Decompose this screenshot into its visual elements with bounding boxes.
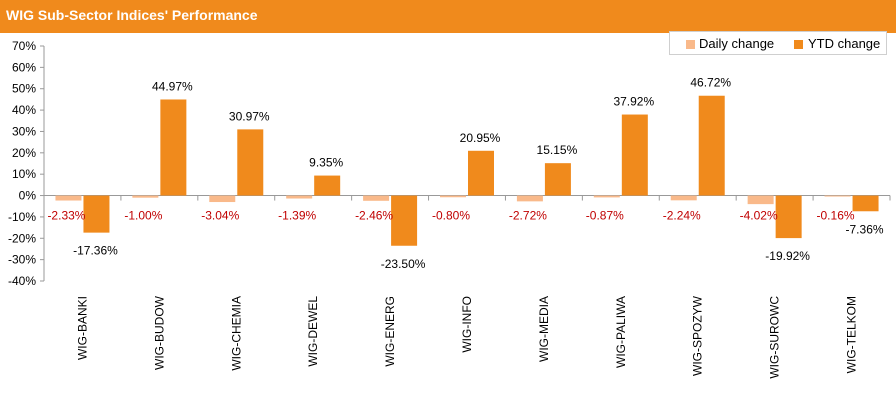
ytd-change-bar xyxy=(391,195,418,246)
ytd-change-label: 20.95% xyxy=(460,131,501,145)
y-tick-label: -40% xyxy=(8,274,36,288)
x-category-label: WIG-TELKOM xyxy=(845,296,859,373)
daily-change-label: -2.46% xyxy=(355,209,393,223)
ytd-change-bar xyxy=(468,150,494,196)
ytd-change-label: 30.97% xyxy=(229,109,270,123)
ytd-change-bar xyxy=(160,99,187,196)
ytd-change-bar xyxy=(852,195,879,212)
daily-change-label: -2.24% xyxy=(663,209,701,223)
legend: Daily change YTD change xyxy=(669,31,887,55)
ytd-change-label: 15.15% xyxy=(537,143,578,157)
chart-title: WIG Sub-Sector Indices' Performance xyxy=(6,7,258,23)
y-tick-label: -20% xyxy=(8,231,36,245)
daily-change-bar xyxy=(824,195,851,197)
daily-change-label: -3.04% xyxy=(201,209,239,223)
daily-change-bar xyxy=(363,195,390,201)
ytd-change-label: -23.50% xyxy=(381,257,426,271)
legend-swatch-ytd xyxy=(794,40,803,49)
ytd-change-label: -17.36% xyxy=(73,244,118,258)
x-category-label: WIG-INFO xyxy=(460,296,474,353)
legend-label-daily: Daily change xyxy=(699,36,775,51)
x-category-label: WIG-PALIWA xyxy=(614,296,628,368)
daily-change-label: -1.00% xyxy=(124,209,162,223)
legend-swatch-daily xyxy=(686,40,695,49)
ytd-change-bar xyxy=(544,163,571,196)
x-category-label: WIG-BANKI xyxy=(75,296,89,360)
ytd-change-bar xyxy=(698,95,725,196)
x-category-label: WIG-SUROWC xyxy=(768,296,782,379)
y-tick-label: -30% xyxy=(8,253,36,267)
ytd-change-bar xyxy=(775,195,802,239)
daily-change-bar xyxy=(747,195,774,205)
daily-change-bar xyxy=(286,195,313,199)
ytd-change-label: 37.92% xyxy=(613,95,654,109)
y-tick-label: 70% xyxy=(12,39,36,53)
x-category-label: WIG-BUDOW xyxy=(152,295,166,370)
x-category-label: WIG-MEDIA xyxy=(537,296,551,362)
y-tick-label: 50% xyxy=(12,82,36,96)
daily-change-label: -0.80% xyxy=(432,209,470,223)
ytd-change-label: 9.35% xyxy=(309,156,343,170)
x-category-label: WIG-DEWEL xyxy=(306,296,320,367)
daily-change-bar xyxy=(593,195,620,198)
daily-change-bar xyxy=(209,195,236,203)
ytd-change-label: -19.92% xyxy=(765,249,810,263)
daily-change-label: -2.72% xyxy=(509,209,547,223)
ytd-change-label: 44.97% xyxy=(152,79,193,93)
y-tick-label: 30% xyxy=(12,124,36,138)
ytd-change-bar xyxy=(621,114,648,196)
daily-change-label: -0.87% xyxy=(586,209,624,223)
y-tick-label: 10% xyxy=(12,167,36,181)
daily-change-bar xyxy=(516,195,543,202)
daily-change-label: -1.39% xyxy=(278,209,316,223)
daily-change-label: -4.02% xyxy=(740,209,778,223)
y-tick-label: 60% xyxy=(12,60,36,74)
daily-change-bar xyxy=(440,195,466,198)
chart-header: WIG Sub-Sector Indices' Performance xyxy=(0,0,896,33)
y-tick-label: 20% xyxy=(12,146,36,160)
daily-change-bar xyxy=(670,195,697,201)
daily-change-label: -0.16% xyxy=(817,209,855,223)
x-category-label: WIG-SPOZYW xyxy=(691,295,705,376)
x-category-label: WIG-ENERG xyxy=(383,296,397,367)
ytd-change-label: -7.36% xyxy=(846,222,884,236)
ytd-change-bar xyxy=(83,195,110,233)
x-category-label: WIG-CHEMIA xyxy=(229,296,243,371)
daily-change-label: -2.33% xyxy=(47,209,85,223)
y-tick-label: 40% xyxy=(12,103,36,117)
y-tick-label: -10% xyxy=(8,210,36,224)
y-tick-label: 0% xyxy=(19,189,37,203)
daily-change-bar xyxy=(132,195,159,198)
ytd-change-bar xyxy=(314,175,341,196)
ytd-change-bar xyxy=(237,129,264,196)
ytd-change-label: 46.72% xyxy=(690,76,731,90)
legend-label-ytd: YTD change xyxy=(808,36,881,51)
daily-change-bar xyxy=(55,195,82,201)
